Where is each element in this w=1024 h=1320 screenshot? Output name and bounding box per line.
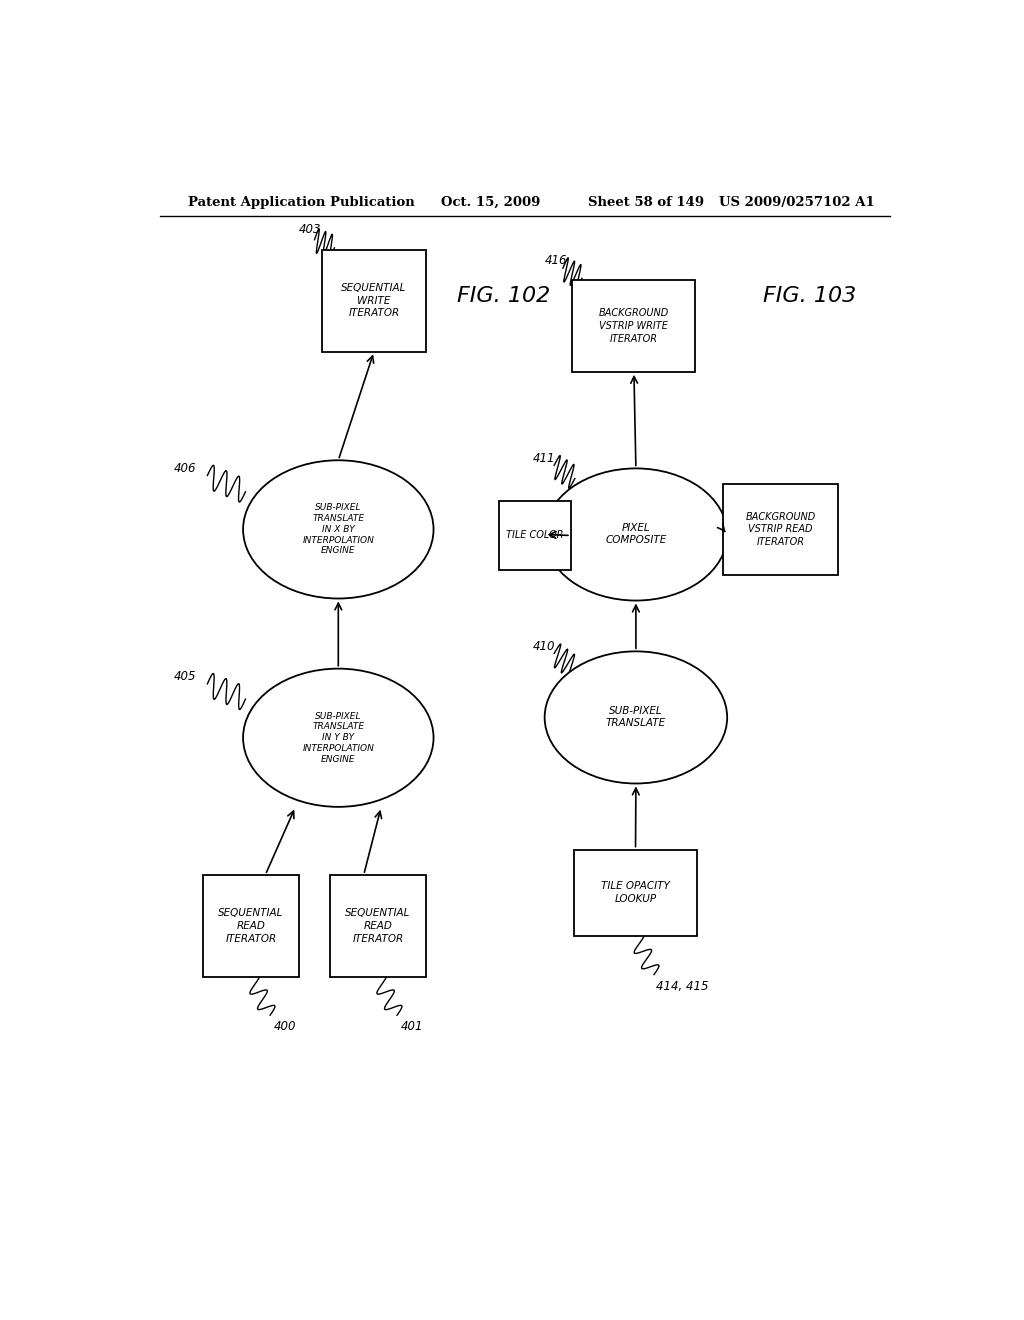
Text: 406: 406 bbox=[174, 462, 197, 475]
Text: BACKGROUND
VSTRIP READ
ITERATOR: BACKGROUND VSTRIP READ ITERATOR bbox=[745, 512, 816, 548]
Text: 416: 416 bbox=[545, 253, 567, 267]
Text: SEQUENTIAL
WRITE
ITERATOR: SEQUENTIAL WRITE ITERATOR bbox=[341, 282, 407, 318]
Text: 411: 411 bbox=[532, 451, 555, 465]
Text: US 2009/0257102 A1: US 2009/0257102 A1 bbox=[719, 195, 874, 209]
Ellipse shape bbox=[545, 469, 727, 601]
FancyBboxPatch shape bbox=[500, 500, 570, 570]
FancyBboxPatch shape bbox=[723, 483, 839, 576]
Text: SEQUENTIAL
READ
ITERATOR: SEQUENTIAL READ ITERATOR bbox=[345, 908, 411, 944]
Text: 410: 410 bbox=[532, 640, 555, 653]
Text: TILE OPACITY
LOOKUP: TILE OPACITY LOOKUP bbox=[601, 882, 670, 904]
Text: PIXEL
COMPOSITE: PIXEL COMPOSITE bbox=[605, 524, 667, 545]
Text: Sheet 58 of 149: Sheet 58 of 149 bbox=[588, 195, 705, 209]
Text: SUB-PIXEL
TRANSLATE
IN Y BY
INTERPOLATION
ENGINE: SUB-PIXEL TRANSLATE IN Y BY INTERPOLATIO… bbox=[302, 711, 374, 764]
Ellipse shape bbox=[243, 461, 433, 598]
Text: 403: 403 bbox=[299, 223, 322, 236]
Text: Patent Application Publication: Patent Application Publication bbox=[187, 195, 415, 209]
Text: FIG. 103: FIG. 103 bbox=[763, 285, 856, 306]
Text: SUB-PIXEL
TRANSLATE: SUB-PIXEL TRANSLATE bbox=[606, 706, 666, 729]
FancyBboxPatch shape bbox=[323, 249, 426, 351]
Ellipse shape bbox=[545, 651, 727, 784]
Text: SEQUENTIAL
READ
ITERATOR: SEQUENTIAL READ ITERATOR bbox=[218, 908, 284, 944]
Text: BACKGROUND
VSTRIP WRITE
ITERATOR: BACKGROUND VSTRIP WRITE ITERATOR bbox=[599, 309, 669, 345]
FancyBboxPatch shape bbox=[574, 850, 697, 936]
Text: Oct. 15, 2009: Oct. 15, 2009 bbox=[441, 195, 541, 209]
Text: FIG. 102: FIG. 102 bbox=[458, 285, 551, 306]
Ellipse shape bbox=[243, 669, 433, 807]
Text: 405: 405 bbox=[174, 671, 197, 684]
Text: 401: 401 bbox=[401, 1020, 424, 1034]
FancyBboxPatch shape bbox=[572, 280, 695, 372]
FancyBboxPatch shape bbox=[331, 875, 426, 977]
Text: 414, 415: 414, 415 bbox=[656, 979, 709, 993]
Text: SUB-PIXEL
TRANSLATE
IN X BY
INTERPOLATION
ENGINE: SUB-PIXEL TRANSLATE IN X BY INTERPOLATIO… bbox=[302, 503, 374, 556]
Text: TILE COLOR: TILE COLOR bbox=[507, 531, 564, 540]
Text: 400: 400 bbox=[274, 1020, 297, 1034]
FancyBboxPatch shape bbox=[204, 875, 299, 977]
